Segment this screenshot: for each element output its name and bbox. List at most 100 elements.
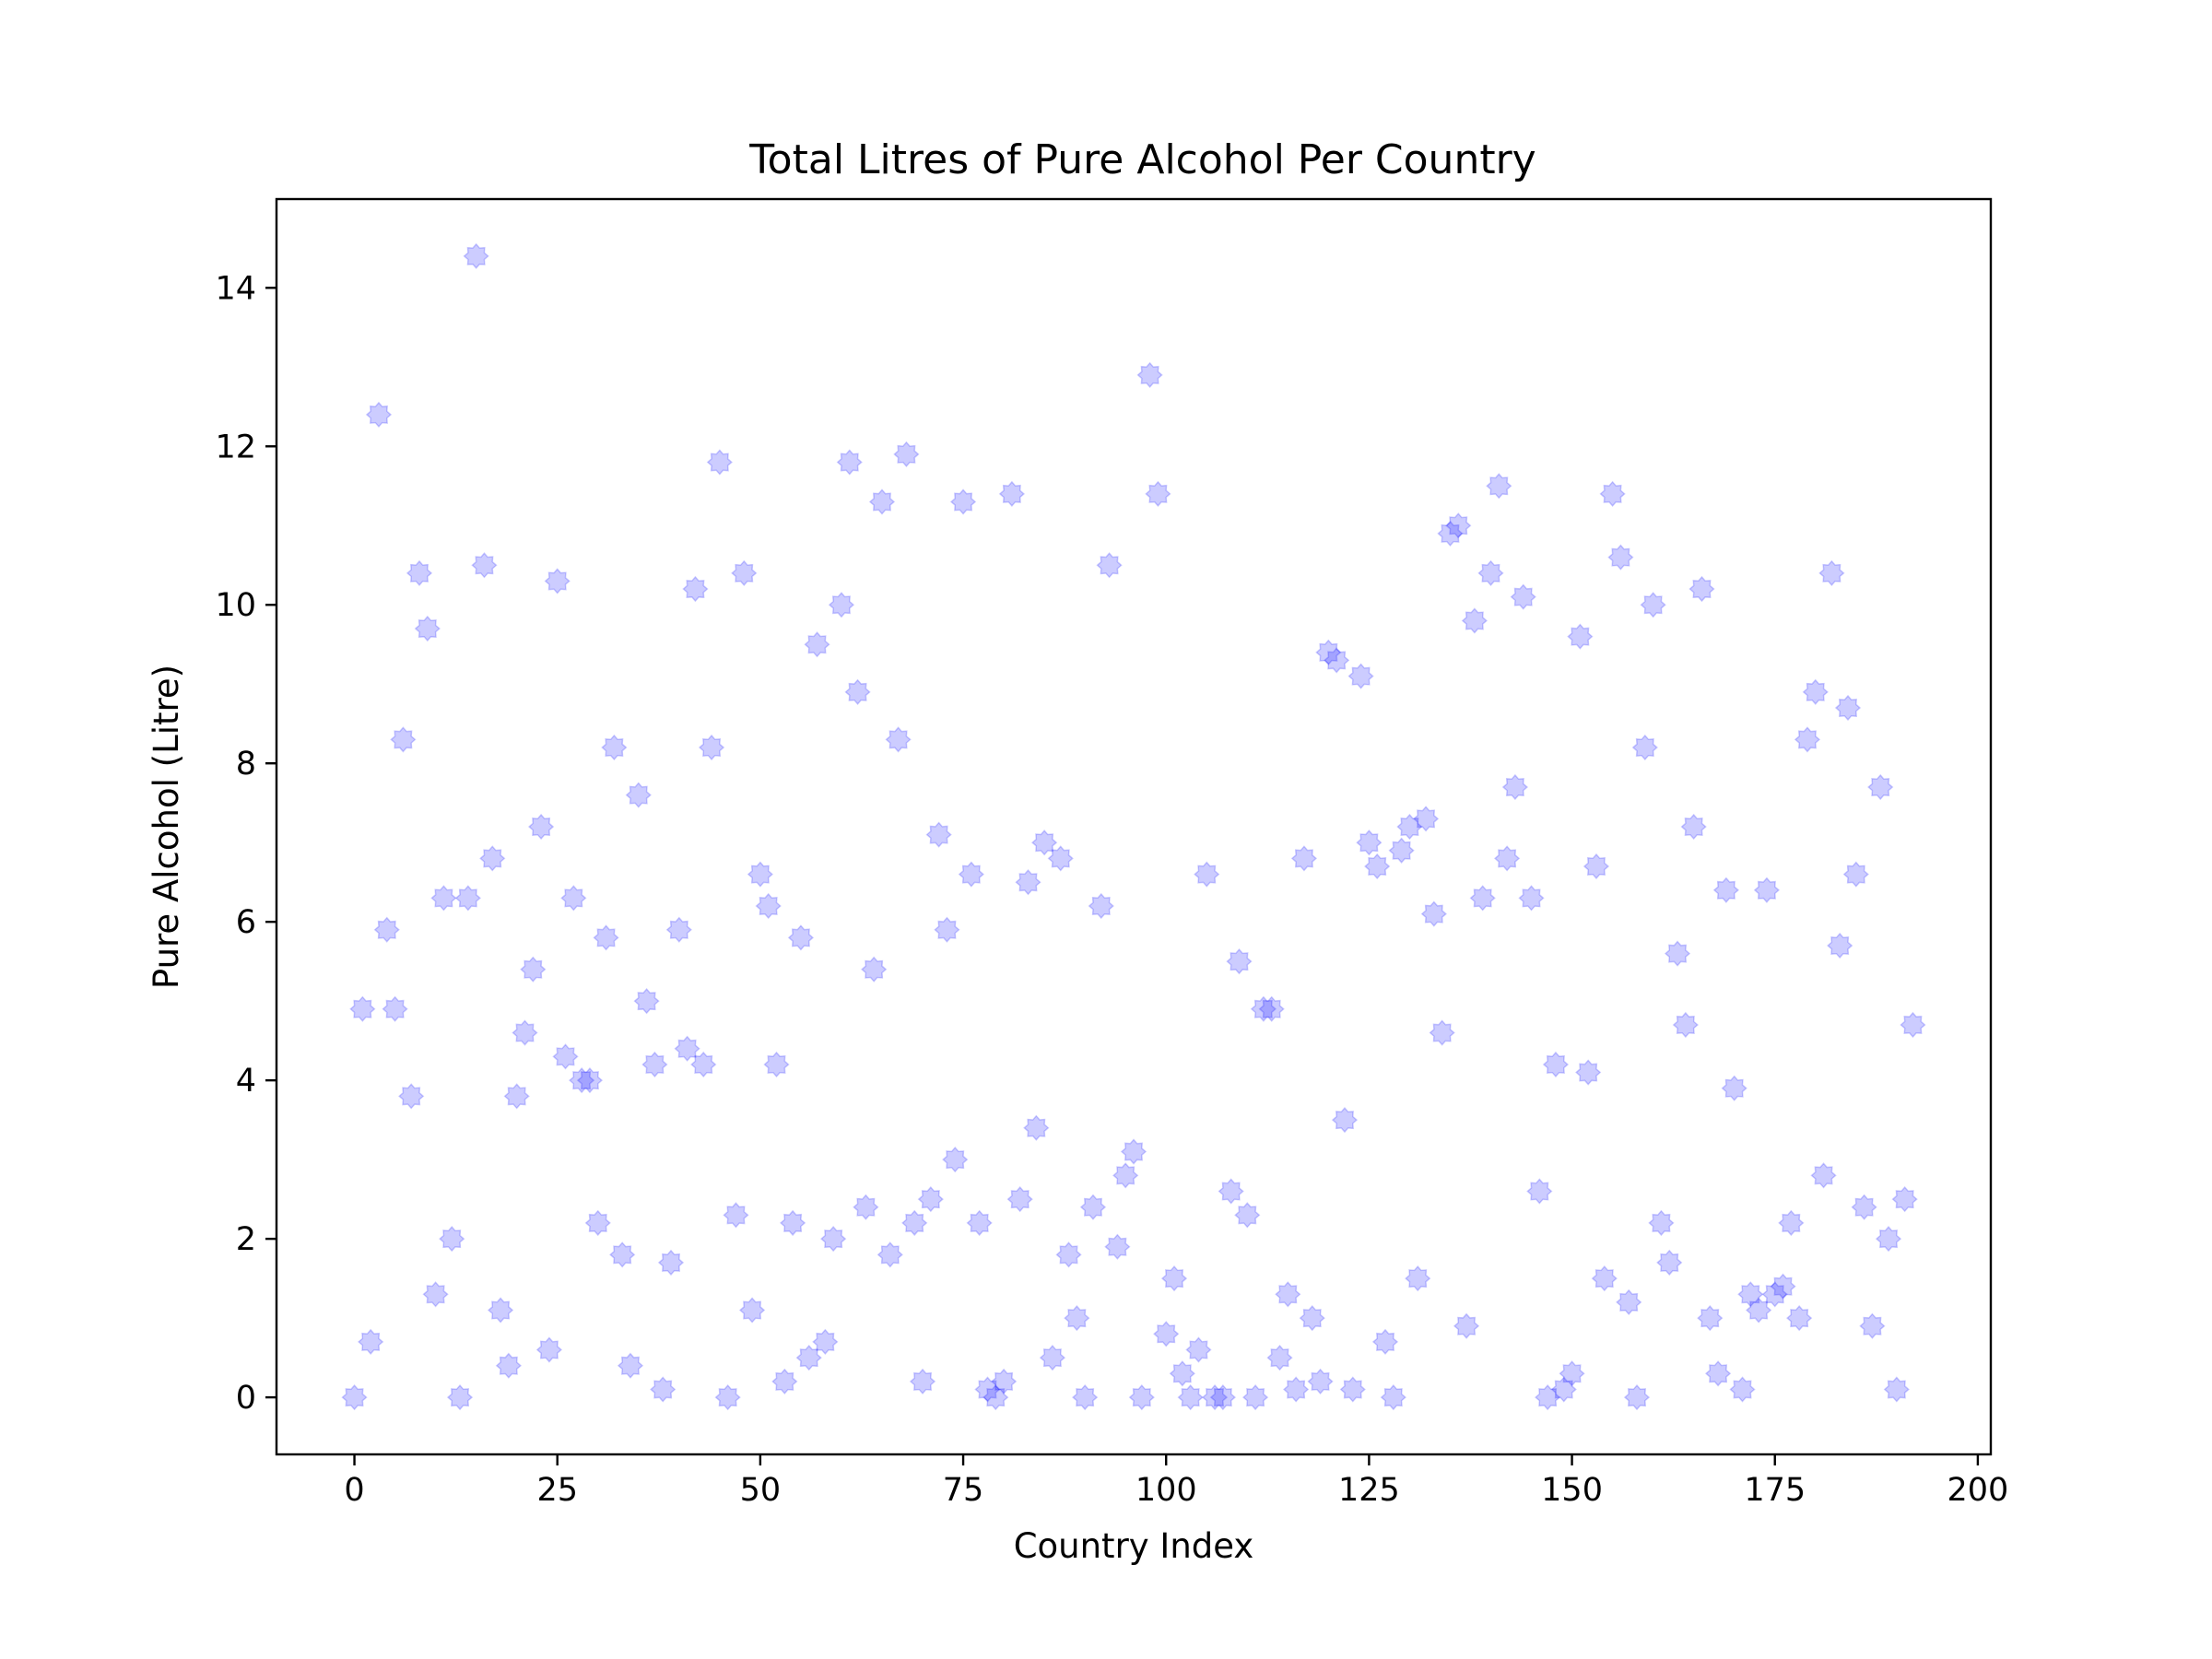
data-point: [358, 1328, 384, 1356]
data-point: [1631, 734, 1658, 761]
data-point: [861, 956, 888, 982]
data-point: [812, 1328, 839, 1356]
data-point: [1307, 1368, 1334, 1395]
data-point: [779, 1209, 806, 1237]
data-point: [1030, 830, 1058, 856]
data-point: [1672, 1011, 1700, 1039]
x-axis: 0 25 50 75 100 125 150 175 200: [344, 1454, 2008, 1509]
data-point: [1266, 1344, 1293, 1371]
data-point: [1371, 1328, 1399, 1356]
data-point: [1753, 877, 1781, 903]
data-point: [1891, 1185, 1918, 1213]
data-point: [1112, 1162, 1139, 1189]
data-point: [414, 615, 441, 642]
data-point: [1550, 1376, 1577, 1403]
data-point: [1761, 1281, 1788, 1308]
data-point: [1640, 592, 1666, 618]
data-point: [422, 1281, 449, 1308]
x-axis-label: Country Index: [1014, 1526, 1254, 1566]
data-point: [552, 1043, 579, 1070]
data-point: [1445, 512, 1472, 539]
data-point: [1347, 663, 1374, 689]
data-point: [1900, 1011, 1926, 1039]
data-point: [1339, 1376, 1366, 1403]
data-point: [747, 861, 774, 888]
x-tick-label: 200: [1947, 1472, 2009, 1509]
data-point: [1072, 1383, 1099, 1411]
data-point: [917, 1185, 944, 1213]
data-point: [1818, 559, 1845, 586]
data-point: [1412, 806, 1440, 832]
data-point: [1867, 773, 1894, 801]
data-point: [1770, 1273, 1796, 1300]
y-tick-label: 4: [236, 1063, 256, 1100]
data-point: [1128, 1383, 1155, 1411]
data-point: [1160, 1265, 1188, 1292]
data-point: [527, 813, 555, 841]
data-point: [439, 1225, 465, 1253]
data-point: [731, 559, 758, 586]
data-point: [665, 916, 692, 943]
data-point: [738, 1297, 766, 1324]
data-point: [1104, 1233, 1131, 1260]
data-point: [1437, 520, 1464, 547]
data-point: [633, 988, 660, 1015]
data-point: [1420, 900, 1447, 927]
data-point: [682, 575, 709, 603]
data-point: [885, 726, 912, 753]
data-point: [1039, 1344, 1066, 1371]
x-tick-label: 100: [1135, 1472, 1197, 1509]
x-tick-label: 25: [536, 1472, 578, 1509]
data-point: [1234, 1202, 1261, 1229]
data-point: [487, 1297, 514, 1324]
data-point: [1169, 1360, 1195, 1387]
data-point: [1153, 1321, 1180, 1347]
data-point: [949, 488, 977, 515]
x-tick-label: 175: [1744, 1472, 1806, 1509]
data-point: [568, 1067, 595, 1094]
data-point: [755, 892, 782, 920]
data-point: [1786, 1304, 1813, 1332]
data-point: [893, 441, 920, 468]
data-point: [406, 559, 433, 586]
y-tick-label: 6: [236, 904, 256, 941]
data-point: [1656, 1249, 1683, 1277]
data-point: [373, 916, 400, 943]
data-point: [1842, 861, 1869, 888]
data-point: [1047, 845, 1074, 872]
data-point: [1721, 1075, 1747, 1101]
y-tick-label: 10: [215, 587, 256, 624]
data-point: [560, 885, 587, 912]
data-point: [1559, 1360, 1585, 1387]
data-point: [990, 1368, 1018, 1395]
data-point: [593, 924, 619, 951]
y-tick-label: 14: [215, 270, 256, 307]
data-point: [1331, 1106, 1359, 1134]
x-tick-label: 75: [943, 1472, 984, 1509]
data-point: [1194, 861, 1220, 888]
data-point: [828, 592, 855, 618]
data-point: [1575, 1059, 1602, 1086]
data-point: [853, 1194, 879, 1220]
data-point: [1469, 885, 1496, 912]
data-point: [512, 1019, 538, 1046]
y-tick-label: 0: [236, 1380, 256, 1417]
data-point: [674, 1035, 700, 1062]
data-point: [1688, 575, 1715, 603]
data-point: [1079, 1194, 1107, 1220]
data-point: [844, 678, 871, 705]
data-point: [1859, 1312, 1886, 1339]
data-point: [795, 1344, 822, 1371]
x-tick-label: 125: [1338, 1472, 1400, 1509]
data-point: [1015, 869, 1041, 896]
data-point: [349, 995, 376, 1022]
data-point: [503, 1083, 530, 1110]
data-point: [836, 449, 863, 476]
data-point: [641, 1051, 668, 1078]
data-point: [1380, 1383, 1406, 1411]
data-point: [1623, 1383, 1651, 1411]
data-point: [584, 1209, 611, 1237]
data-point: [1209, 1383, 1237, 1411]
data-point: [909, 1368, 936, 1395]
